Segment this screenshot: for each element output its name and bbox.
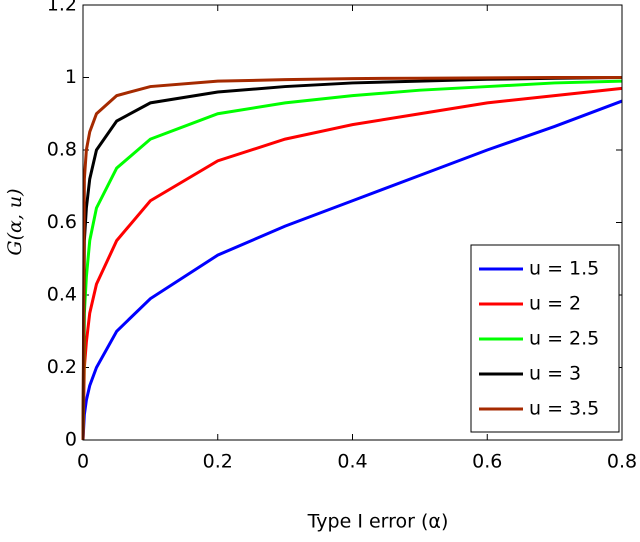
line <box>81 86 623 441</box>
y-tick-label: 1.2 <box>47 0 77 16</box>
y-tick-label: 0.8 <box>47 139 77 161</box>
line <box>81 99 623 441</box>
x-tick-label: 0 <box>77 451 89 473</box>
y-axis-label: G(α, u) <box>4 188 26 255</box>
y-tick-label: 0.6 <box>47 211 77 233</box>
legend-label: u = 1.5 <box>529 258 599 280</box>
legend-label: u = 3 <box>529 363 581 385</box>
y-tick-label: 1 <box>65 66 77 88</box>
x-tick-label: 0.4 <box>337 451 367 473</box>
x-tick-label: 0.6 <box>472 451 502 473</box>
legend: u = 1.5 u = 2 u = 2.5 u = 3 u = 3.5 <box>470 244 620 433</box>
legend-label: u = 2.5 <box>529 328 599 350</box>
line <box>81 79 623 441</box>
legend-label: u = 3.5 <box>529 398 599 420</box>
legend-label: u = 2 <box>529 293 581 315</box>
y-tick-label: 0.4 <box>47 284 77 306</box>
x-tick-label: 0.8 <box>607 451 637 473</box>
line <box>81 76 622 441</box>
y-tick-label: 0.2 <box>47 356 77 378</box>
x-tick-label: 0.2 <box>203 451 233 473</box>
y-tick-label: 0 <box>65 429 77 451</box>
line <box>81 76 623 441</box>
x-axis-label: Type I error (α) <box>307 511 449 533</box>
plot-frame <box>82 4 623 441</box>
